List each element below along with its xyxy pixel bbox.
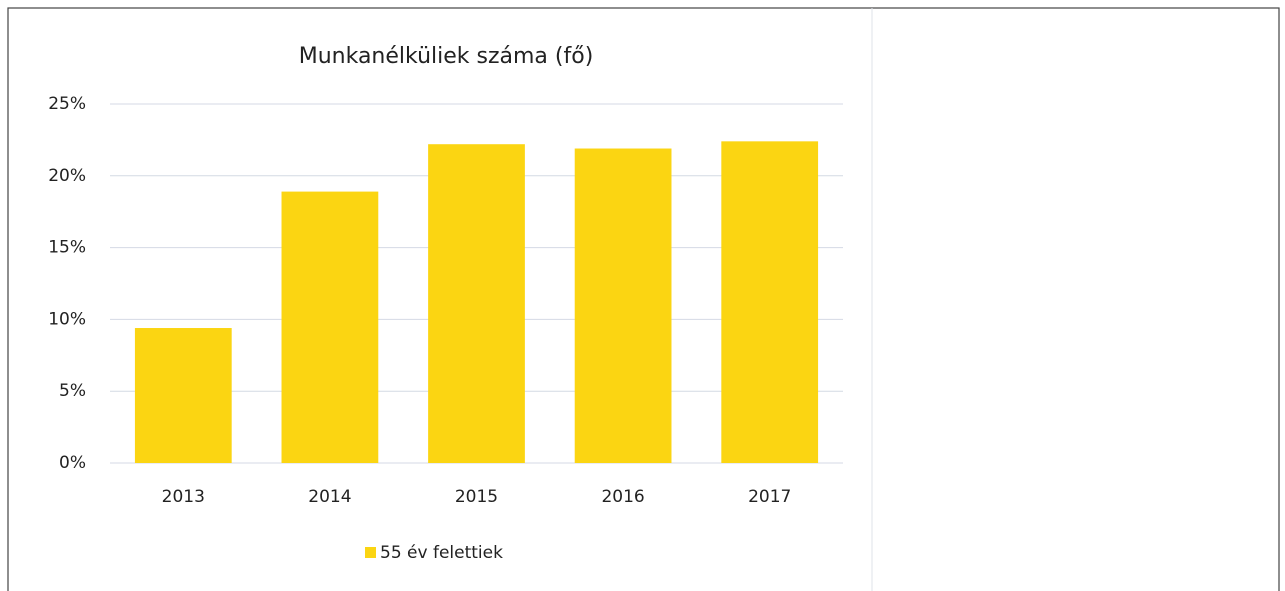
y-tick-label: 10%	[48, 309, 86, 329]
x-tick-label: 2017	[748, 487, 791, 507]
y-tick-label: 5%	[59, 381, 86, 401]
y-tick-label: 0%	[59, 453, 86, 473]
x-tick-label: 2013	[162, 487, 205, 507]
bar	[574, 148, 672, 464]
y-tick-label: 25%	[48, 94, 86, 114]
y-tick-label: 20%	[48, 166, 86, 186]
legend-swatch	[365, 547, 376, 558]
bar	[428, 144, 525, 463]
y-tick-label: 15%	[48, 238, 86, 258]
bar	[134, 328, 232, 463]
chart-title: Munkanélküliek száma (fő)	[299, 44, 594, 69]
legend-label: 55 év felettiek	[380, 543, 503, 563]
frame	[7, 7, 1280, 591]
bar	[721, 141, 819, 463]
x-tick-label: 2015	[455, 487, 498, 507]
x-tick-label: 2016	[601, 487, 644, 507]
x-tick-label: 2014	[308, 487, 351, 507]
bar	[281, 191, 379, 463]
